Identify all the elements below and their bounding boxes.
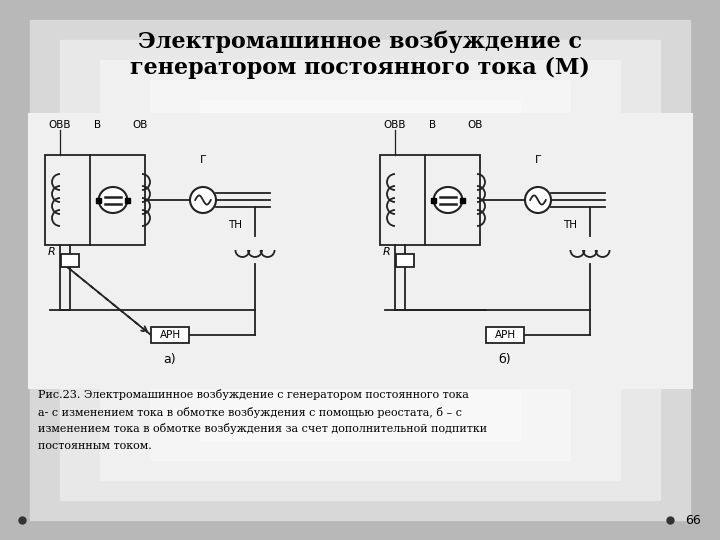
Text: ОВВ: ОВВ [384, 120, 406, 130]
Text: изменением тока в обмотке возбуждения за счет дополнительной подпитки: изменением тока в обмотке возбуждения за… [38, 423, 487, 435]
Text: В: В [429, 120, 436, 130]
Text: R: R [383, 247, 391, 257]
Text: Г: Г [535, 155, 541, 165]
Text: АРН: АРН [495, 330, 516, 340]
Bar [125, 198, 130, 202]
Text: ТН: ТН [228, 220, 242, 230]
Text: ОВ: ОВ [467, 120, 482, 130]
Text: генератором постоянного тока (М): генератором постоянного тока (М) [130, 57, 590, 79]
Circle shape [190, 187, 216, 213]
Ellipse shape [99, 187, 127, 213]
Bar [486, 327, 524, 343]
Text: Рис.23. Электромашинное возбуждение с генератором постоянного тока: Рис.23. Электромашинное возбуждение с ге… [38, 389, 469, 401]
Text: АРН: АРН [159, 330, 181, 340]
Text: ОВВ: ОВВ [49, 120, 71, 130]
Bar [151, 327, 189, 343]
Bar [60, 40, 660, 500]
Bar [61, 253, 79, 267]
Text: б): б) [499, 354, 511, 367]
Bar [396, 253, 414, 267]
Bar [200, 100, 520, 440]
Text: R: R [48, 247, 56, 257]
Text: Электромашинное возбуждение с: Электромашинное возбуждение с [138, 31, 582, 53]
Text: ОВ: ОВ [132, 120, 148, 130]
Bar [150, 80, 570, 460]
Text: В: В [94, 120, 102, 130]
Text: постоянным током.: постоянным током. [38, 441, 152, 451]
Circle shape [525, 187, 551, 213]
Bar [380, 155, 480, 245]
Text: Г: Г [199, 155, 207, 165]
Text: а- с изменением тока в обмотке возбуждения с помощью реостата, б – с: а- с изменением тока в обмотке возбужден… [38, 407, 462, 417]
Bar [460, 198, 465, 202]
Text: а): а) [163, 354, 176, 367]
Bar [96, 198, 102, 202]
Bar [100, 60, 620, 480]
Ellipse shape [433, 187, 462, 213]
Bar [45, 155, 145, 245]
Bar [28, 113, 692, 388]
Bar [431, 198, 436, 202]
Text: 66: 66 [685, 514, 701, 526]
Text: ТН: ТН [563, 220, 577, 230]
